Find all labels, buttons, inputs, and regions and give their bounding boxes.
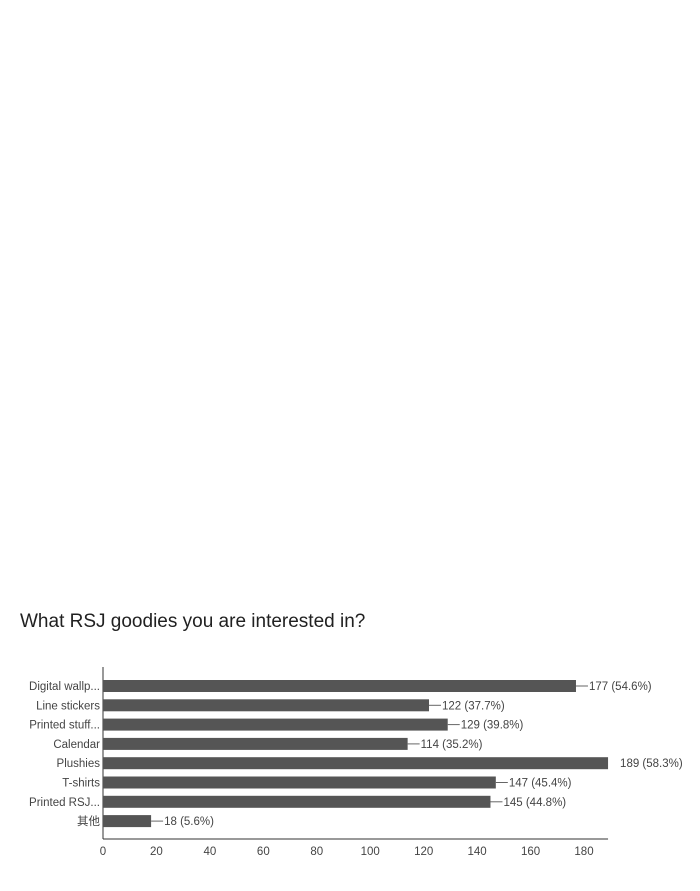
x-tick-label: 60 <box>257 846 270 858</box>
bar <box>103 815 152 828</box>
bar <box>103 757 609 770</box>
x-tick-label: 180 <box>574 846 593 858</box>
data-label: 129 (39.8%) <box>461 720 524 732</box>
category-label: Digital wallp... <box>29 681 100 693</box>
x-tick-label: 160 <box>521 846 540 858</box>
x-tick-label: 120 <box>414 846 433 858</box>
chart-title: What RSJ goodies you are interested in? <box>20 611 366 632</box>
x-tick-label: 20 <box>150 846 163 858</box>
category-label: 其他 <box>77 815 100 828</box>
data-label: 177 (54.6%) <box>589 681 652 693</box>
data-label: 122 (37.7%) <box>442 700 505 712</box>
bar <box>103 795 491 808</box>
category-label: T-shirts <box>62 778 100 790</box>
x-tick-label: 0 <box>100 846 106 858</box>
data-label: 18 (5.6%) <box>164 816 214 828</box>
data-label: 114 (35.2%) <box>421 739 483 751</box>
data-label: 147 (45.4%) <box>509 778 572 790</box>
data-label: 189 (58.3%) <box>620 758 683 770</box>
bar <box>103 718 448 731</box>
category-label: Printed RSJ... <box>29 797 100 809</box>
bar <box>103 680 576 692</box>
category-label: Line stickers <box>36 700 100 712</box>
category-label: Calendar <box>53 739 100 751</box>
data-label: 145 (44.8%) <box>503 797 566 809</box>
x-tick-label: 80 <box>310 846 323 858</box>
category-label: Printed stuff... <box>29 720 100 732</box>
bar <box>103 737 408 750</box>
x-tick-label: 140 <box>468 846 487 858</box>
bar <box>103 776 496 789</box>
x-tick-label: 40 <box>203 846 216 858</box>
bar <box>103 699 430 712</box>
category-label: Plushies <box>57 758 101 770</box>
x-tick-label: 100 <box>361 846 380 858</box>
